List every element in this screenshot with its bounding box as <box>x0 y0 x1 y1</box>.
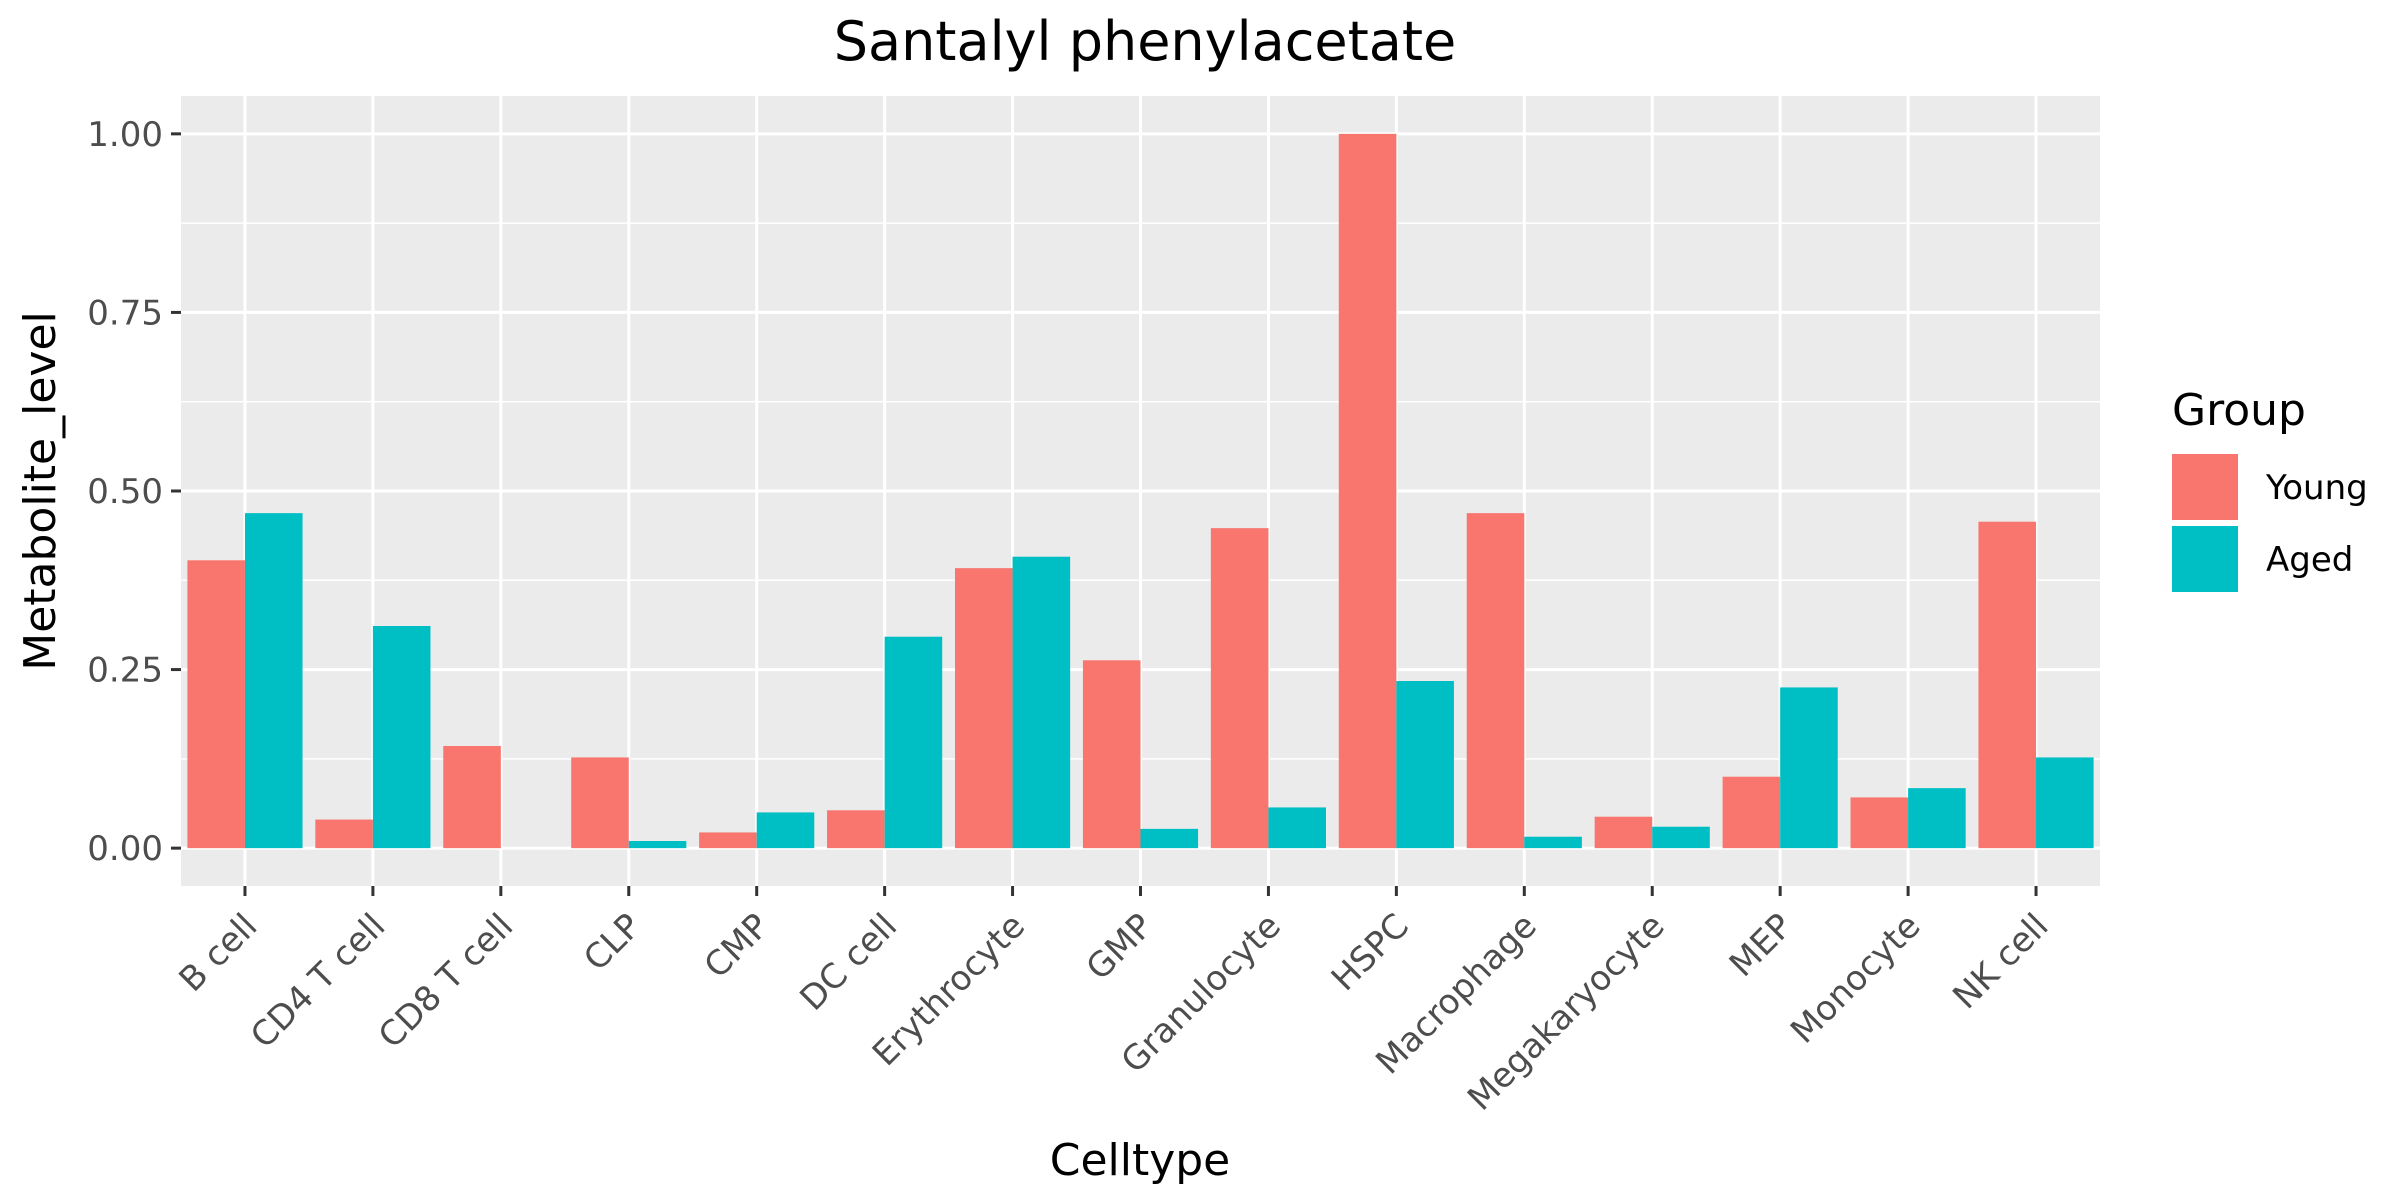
bar-aged <box>1652 826 1710 849</box>
bar-aged <box>1524 836 1582 849</box>
bar-young <box>699 832 757 849</box>
bar-aged <box>1908 788 1966 849</box>
y-tick-label: 0.75 <box>87 293 163 333</box>
x-tick-label: CLP <box>576 906 649 979</box>
bar-young <box>443 746 501 849</box>
bar-aged <box>1780 687 1838 849</box>
bar-aged <box>884 636 943 849</box>
bar-aged <box>2036 757 2094 849</box>
bar-aged <box>244 513 303 849</box>
x-tick-label: MEP <box>1722 906 1801 985</box>
x-tick-label: CMP <box>697 906 777 986</box>
bars <box>187 133 2094 849</box>
bar-young <box>1722 776 1781 849</box>
x-tick-label: CD8 T cell <box>371 906 521 1056</box>
bar-aged <box>1012 556 1071 849</box>
y-tick-label: 1.00 <box>87 115 163 155</box>
bar-young <box>1850 797 1909 849</box>
legend: Group Young Aged <box>2172 385 2368 592</box>
legend-title: Group <box>2172 385 2306 436</box>
bar-aged <box>1396 681 1454 849</box>
bar-young <box>315 819 373 849</box>
x-tick-label: GMP <box>1079 906 1161 988</box>
bar-young <box>1338 133 1397 849</box>
bar-aged <box>1140 828 1199 849</box>
y-axis-title: Metabolite_level <box>15 311 66 671</box>
bar-aged <box>756 812 815 849</box>
y-tick-label: 0.00 <box>87 829 163 869</box>
bar-aged <box>1268 807 1327 849</box>
bar-young <box>1466 513 1525 849</box>
x-tick-label: B cell <box>172 906 266 1000</box>
y-tick-label: 0.25 <box>87 651 163 691</box>
bar-young <box>827 810 885 849</box>
bar-young <box>571 757 629 849</box>
y-axis: 0.00 0.25 0.50 0.75 1.00 <box>87 115 181 869</box>
x-tick-label: CD4 T cell <box>243 906 393 1056</box>
x-tick-label: NK cell <box>1945 906 2056 1017</box>
bar-aged <box>628 841 687 849</box>
bar-young <box>1210 528 1269 849</box>
legend-key-aged <box>2172 526 2238 592</box>
x-axis-title: Celltype <box>1050 1135 1231 1186</box>
x-tick-label: DC cell <box>792 906 905 1019</box>
bar-young <box>1978 521 2037 849</box>
chart-title: Santalyl phenylacetate <box>834 10 1457 73</box>
legend-label-young: Young <box>2265 468 2368 508</box>
y-tick-label: 0.50 <box>87 472 163 512</box>
bar-young <box>1082 660 1141 849</box>
bar-young <box>1594 816 1653 849</box>
legend-key-young <box>2172 454 2238 520</box>
legend-label-aged: Aged <box>2266 540 2353 580</box>
x-tick-label: HSPC <box>1324 906 1417 999</box>
bar-young <box>954 568 1013 849</box>
bar-aged <box>372 626 431 849</box>
x-tick-label: Monocyte <box>1783 906 1928 1051</box>
bar-young <box>187 560 245 849</box>
